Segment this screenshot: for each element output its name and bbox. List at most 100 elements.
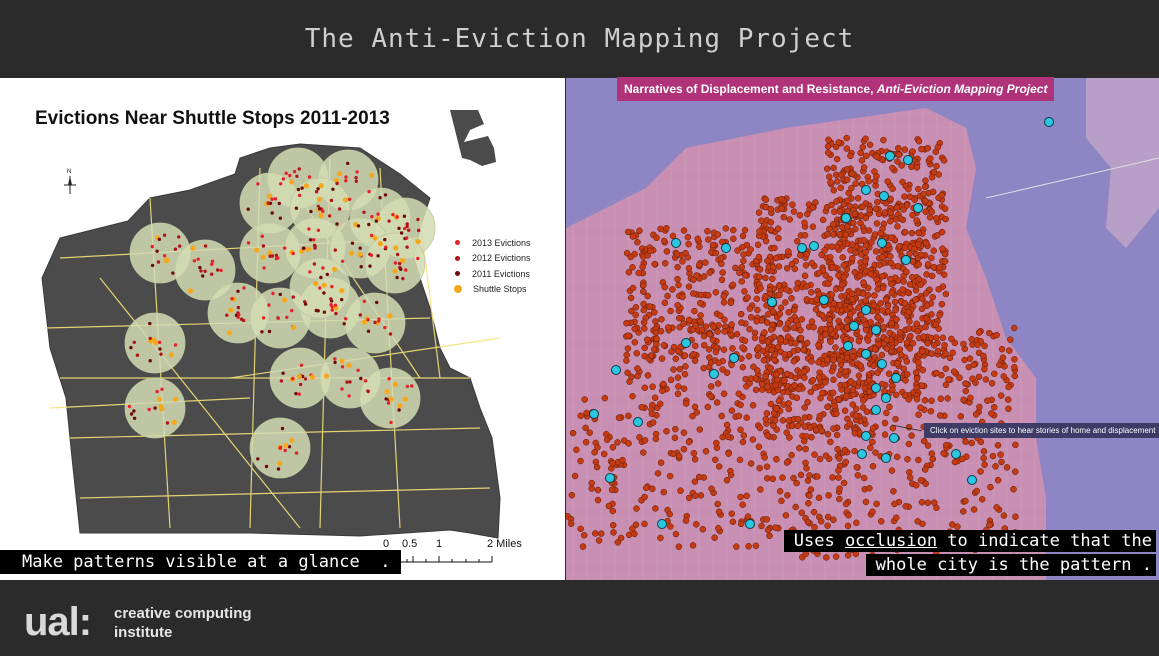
shuttle-stop-marker[interactable]	[605, 473, 615, 483]
shuttle-stop-marker[interactable]	[967, 475, 977, 485]
shuttle-stop-marker[interactable]	[797, 243, 807, 253]
eviction-site	[790, 324, 797, 331]
eviction-site	[897, 351, 905, 359]
shuttle-stop-marker[interactable]	[819, 295, 829, 305]
eviction-site	[692, 492, 699, 500]
eviction-dot	[299, 363, 304, 367]
eviction-site	[832, 344, 839, 351]
scale-bar: 0 0.5 1 2 Miles	[380, 538, 530, 568]
eviction-site	[594, 486, 602, 494]
shuttle-stop-marker[interactable]	[861, 349, 871, 359]
eviction-site	[836, 371, 843, 379]
shuttle-stop-marker[interactable]	[903, 155, 913, 165]
eviction-site	[625, 531, 633, 539]
eviction-dot	[369, 233, 374, 238]
shuttle-stop-marker[interactable]	[841, 213, 851, 223]
eviction-site	[1012, 468, 1019, 475]
eviction-site	[588, 485, 595, 492]
eviction-dot	[333, 303, 338, 307]
shuttle-stop-marker[interactable]	[891, 373, 901, 383]
shuttle-stop-marker[interactable]	[913, 203, 923, 213]
eviction-site	[681, 370, 689, 378]
shuttle-stop-marker[interactable]	[611, 365, 621, 375]
shuttle-stop-marker[interactable]	[877, 238, 887, 248]
eviction-site	[881, 419, 889, 427]
shuttle-stop-marker[interactable]	[871, 383, 881, 393]
shuttle-stop-marker[interactable]	[849, 321, 859, 331]
shuttle-stop-marker[interactable]	[657, 519, 667, 529]
shuttle-stop-marker[interactable]	[1044, 117, 1054, 127]
shuttle-stop-marker[interactable]	[745, 519, 755, 529]
shuttle-stop-marker[interactable]	[857, 449, 867, 459]
eviction-site	[936, 312, 943, 319]
right-map-panel[interactable]	[566, 78, 1159, 580]
eviction-site	[794, 279, 802, 287]
eviction-site	[956, 374, 963, 381]
eviction-site	[670, 450, 677, 458]
eviction-site	[892, 391, 900, 399]
shuttle-stop-marker[interactable]	[881, 393, 891, 403]
eviction-site	[913, 217, 920, 224]
shuttle-stop-marker[interactable]	[879, 191, 889, 201]
shuttle-stop-marker[interactable]	[885, 151, 895, 161]
ual-logo: ual:	[24, 600, 92, 644]
shuttle-stop-marker[interactable]	[671, 238, 681, 248]
shuttle-stop-marker[interactable]	[889, 433, 899, 443]
shuttle-stop-marker[interactable]	[809, 241, 819, 251]
eviction-dot	[291, 324, 297, 330]
shuttle-stop-marker[interactable]	[709, 369, 719, 379]
eviction-site	[764, 475, 771, 482]
shuttle-stop-marker[interactable]	[861, 431, 871, 441]
eviction-site	[880, 136, 887, 144]
eviction-dot	[148, 336, 152, 341]
scale-label-0: 0	[383, 538, 390, 550]
eviction-site	[679, 293, 686, 301]
eviction-site	[806, 424, 814, 432]
eviction-dot	[362, 210, 366, 214]
eviction-site	[749, 436, 757, 443]
eviction-site	[762, 274, 769, 282]
eviction-site	[877, 518, 885, 525]
eviction-site	[720, 293, 728, 300]
shuttle-stop-marker[interactable]	[861, 305, 871, 315]
eviction-site	[1004, 396, 1012, 403]
shuttle-stop-marker[interactable]	[871, 325, 881, 335]
eviction-site	[625, 412, 632, 420]
eviction-site	[721, 328, 728, 335]
eviction-site	[827, 338, 834, 345]
shuttle-stop-marker[interactable]	[843, 341, 853, 351]
shuttle-stop-marker[interactable]	[951, 449, 961, 459]
eviction-dot	[366, 318, 370, 322]
eviction-dot	[254, 247, 260, 253]
eviction-site	[593, 463, 601, 471]
shuttle-stop-marker[interactable]	[589, 409, 599, 419]
eviction-site	[886, 403, 893, 411]
legend-label: 2012 Evictions	[472, 253, 531, 264]
eviction-dot	[366, 329, 371, 333]
shuttle-stop-marker[interactable]	[721, 243, 731, 253]
eviction-site	[775, 397, 783, 405]
eviction-site	[877, 300, 884, 307]
eviction-site	[835, 317, 842, 325]
shuttle-stop-marker[interactable]	[881, 453, 891, 463]
right-map-canvas[interactable]	[566, 78, 1159, 580]
shuttle-stop-marker[interactable]	[901, 255, 911, 265]
eviction-site	[775, 263, 783, 270]
shuttle-stop-marker[interactable]	[681, 338, 691, 348]
eviction-site	[824, 149, 832, 156]
eviction-dot	[178, 244, 182, 248]
shuttle-stop-marker[interactable]	[729, 353, 739, 363]
shuttle-stop-marker[interactable]	[861, 185, 871, 195]
eviction-site	[887, 209, 894, 216]
shuttle-stop-marker[interactable]	[767, 297, 777, 307]
shuttle-stop-marker[interactable]	[871, 405, 881, 415]
eviction-dot	[398, 261, 402, 266]
eviction-site	[816, 455, 824, 463]
legend-item-2011: 2011 Evictions	[455, 266, 531, 282]
eviction-dot	[219, 268, 223, 273]
eviction-dot	[374, 219, 378, 223]
eviction-site	[641, 520, 648, 528]
shuttle-stop-marker[interactable]	[877, 359, 887, 369]
eviction-site	[698, 326, 706, 334]
shuttle-stop-marker[interactable]	[633, 417, 643, 427]
